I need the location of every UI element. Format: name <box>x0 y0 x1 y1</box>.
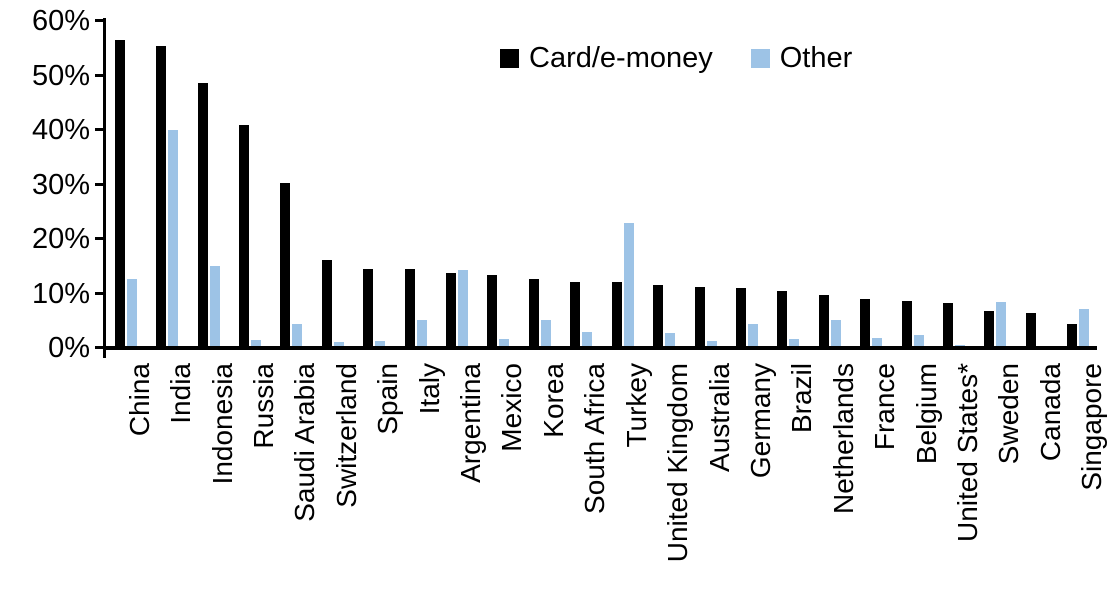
x-axis-line <box>103 346 1097 350</box>
bar-other-turkey <box>623 223 634 346</box>
legend: Card/e-money Other <box>500 42 852 75</box>
x-axis-label-sweden: Sweden <box>993 363 1025 465</box>
y-axis-tick-label: 0% <box>48 332 90 364</box>
legend-item-other: Other <box>750 42 853 75</box>
bar-other-sweden <box>996 302 1007 346</box>
x-axis-label-brazil: Brazil <box>786 363 818 434</box>
bar-card-e-money-australia <box>694 287 705 346</box>
y-axis-tick-label: 60% <box>31 5 90 37</box>
x-axis-label-canada: Canada <box>1034 363 1066 462</box>
x-axis-label-india: India <box>165 363 197 424</box>
x-axis-label-switzerland: Switzerland <box>330 363 362 508</box>
bar-card-e-money-mexico <box>487 275 498 346</box>
bar-card-e-money-united-states <box>943 303 954 346</box>
x-axis-label-russia: Russia <box>247 363 279 449</box>
x-axis-label-united-kingdom: United Kingdom <box>662 363 694 563</box>
x-axis-label-spain: Spain <box>372 363 404 435</box>
y-axis-tick-label: 30% <box>31 168 90 201</box>
x-axis-origin-tick <box>103 348 106 358</box>
bar-other-argentina <box>458 270 469 346</box>
bar-card-e-money-indonesia <box>197 83 208 346</box>
bar-other-germany <box>747 324 758 346</box>
bar-card-e-money-united-kingdom <box>653 285 664 346</box>
bar-card-e-money-germany <box>735 288 746 346</box>
bar-other-united-states <box>955 345 966 346</box>
bar-card-e-money-russia <box>238 125 249 346</box>
legend-item-card-e-money: Card/e-money <box>500 42 713 75</box>
bar-other-spain <box>375 341 386 346</box>
bar-card-e-money-canada <box>1025 313 1036 346</box>
bar-other-belgium <box>913 335 924 346</box>
bar-card-e-money-italy <box>404 269 415 346</box>
bar-other-korea <box>540 320 551 346</box>
x-axis-label-france: France <box>869 363 901 451</box>
bar-other-brazil <box>789 339 800 346</box>
bar-card-e-money-korea <box>528 279 539 346</box>
y-axis-tick-label: 10% <box>31 277 90 310</box>
legend-label-card-e-money: Card/e-money <box>529 42 713 74</box>
bar-other-united-kingdom <box>665 333 676 346</box>
bar-card-e-money-saudi-arabia <box>280 183 291 346</box>
bar-card-e-money-india <box>156 46 167 346</box>
legend-swatch-card-e-money <box>500 49 519 68</box>
x-axis-label-australia: Australia <box>703 363 735 472</box>
bar-other-saudi-arabia <box>292 324 303 346</box>
x-axis-label-germany: Germany <box>744 363 776 479</box>
x-axis-label-indonesia: Indonesia <box>206 363 238 485</box>
bar-card-e-money-south-africa <box>570 282 581 346</box>
y-axis-line <box>103 18 106 350</box>
bar-other-india <box>168 130 179 346</box>
y-axis-tick <box>95 291 103 295</box>
x-axis-label-south-africa: South Africa <box>579 363 611 514</box>
bar-card-e-money-argentina <box>446 273 457 346</box>
bar-card-e-money-belgium <box>901 301 912 346</box>
y-axis-tick <box>95 182 103 186</box>
x-axis-label-argentina: Argentina <box>455 363 487 483</box>
x-axis-label-saudi-arabia: Saudi Arabia <box>289 363 321 522</box>
bar-card-e-money-spain <box>363 269 374 346</box>
bar-other-switzerland <box>333 342 344 346</box>
bar-card-e-money-singapore <box>1067 324 1078 346</box>
x-axis-label-singapore: Singapore <box>1076 363 1108 491</box>
y-axis-tick <box>95 237 103 240</box>
bar-other-china <box>126 279 137 346</box>
bar-other-indonesia <box>209 266 220 346</box>
legend-label-other: Other <box>779 42 853 74</box>
bar-other-south-africa <box>582 332 593 346</box>
bar-card-e-money-brazil <box>777 291 788 346</box>
bar-card-e-money-turkey <box>611 282 622 346</box>
bar-card-e-money-sweden <box>984 311 995 346</box>
y-axis-tick <box>95 128 103 131</box>
bar-card-e-money-netherlands <box>818 295 829 346</box>
x-axis-label-italy: Italy <box>413 363 445 415</box>
x-axis-label-korea: Korea <box>537 363 569 438</box>
bar-card-e-money-france <box>860 299 871 346</box>
y-axis-tick <box>95 346 103 349</box>
x-axis-label-belgium: Belgium <box>910 363 942 465</box>
bar-other-singapore <box>1079 309 1090 346</box>
legend-swatch-other <box>750 49 770 68</box>
bar-other-italy <box>416 320 427 346</box>
bar-card-e-money-switzerland <box>321 260 332 346</box>
bar-other-france <box>872 338 883 346</box>
x-axis-label-mexico: Mexico <box>496 363 528 452</box>
y-axis-tick-label: 20% <box>31 223 90 255</box>
x-axis-label-turkey: Turkey <box>620 363 652 448</box>
bar-card-e-money-china <box>114 40 125 346</box>
bar-other-netherlands <box>830 320 841 346</box>
bar-other-mexico <box>499 339 510 346</box>
y-axis-tick <box>95 73 103 77</box>
x-axis-label-netherlands: Netherlands <box>827 363 859 514</box>
y-axis-tick-label: 40% <box>31 114 90 146</box>
bar-other-australia <box>706 341 717 346</box>
y-axis-tick-label: 50% <box>31 59 90 92</box>
x-axis-label-china: China <box>123 363 155 437</box>
x-axis-label-united-states: United States* <box>952 363 984 542</box>
y-axis-tick <box>95 19 103 22</box>
bar-other-russia <box>250 340 261 346</box>
